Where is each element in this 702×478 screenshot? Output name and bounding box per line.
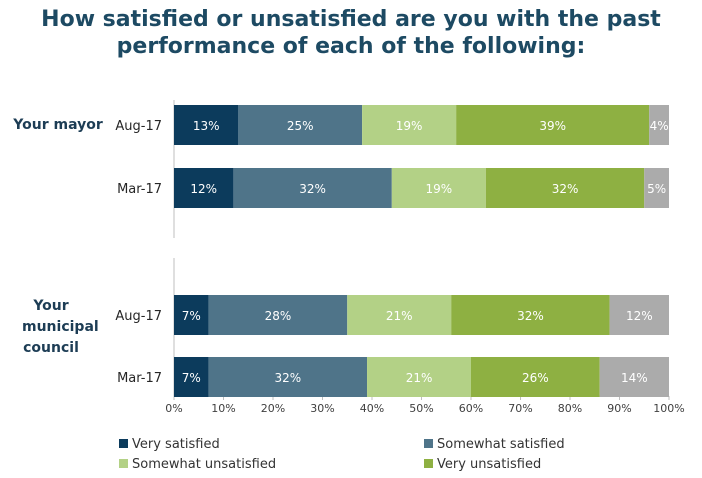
bar-segment-very-unsatisfied [485, 168, 645, 208]
legend-label-very-unsatisfied: Very unsatisfied [437, 457, 542, 472]
data-label: 39% [539, 119, 566, 133]
x-tick-label: 60% [459, 402, 483, 415]
x-tick-label: 20% [261, 402, 285, 415]
bar-segment-somewhat-unsatisfied [362, 105, 457, 145]
bar-segment-remainder [644, 168, 669, 208]
x-tick-label: 0% [165, 402, 182, 415]
legend-label-somewhat-satisfied: Somewhat satisfied [437, 437, 565, 452]
bar-segment-somewhat-unsatisfied [367, 357, 471, 397]
x-tick-label: 90% [607, 402, 631, 415]
x-tick-label: 100% [653, 402, 684, 415]
bar-segment-somewhat-satisfied [208, 357, 368, 397]
x-tick-label: 30% [310, 402, 334, 415]
chart-title: How satisfied or unsatisfied are you wit… [0, 6, 702, 60]
bar-segment-somewhat-satisfied [208, 295, 348, 335]
group-label-council: Your municipal council [22, 298, 99, 356]
legend-swatch-somewhat-satisfied [424, 439, 433, 448]
bar-segment-remainder [649, 105, 669, 145]
row-label: Aug-17 [115, 119, 162, 134]
bar-segment-somewhat-unsatisfied [347, 295, 452, 335]
group-label-mayor: Your mayor [13, 117, 103, 133]
chart-title-line-1: How satisfied or unsatisfied are you wit… [41, 7, 661, 32]
chart-title-line-2: performance of each of the following: [116, 34, 586, 59]
legend-swatch-very-unsatisfied [424, 459, 433, 468]
bar-segment-very-satisfied [174, 357, 209, 397]
data-label: 4% [650, 119, 669, 133]
data-label: 32% [299, 182, 326, 196]
bar-segment-somewhat-satisfied [238, 105, 363, 145]
data-label: 21% [386, 309, 413, 323]
legend-very-satisfied: Very satisfied [119, 437, 220, 452]
legend-label-very-satisfied: Very satisfied [132, 437, 220, 452]
data-label: 26% [522, 371, 549, 385]
bar-segment-remainder [609, 295, 669, 335]
legend-very-unsatisfied: Very unsatisfied [424, 457, 541, 472]
data-label: 32% [517, 309, 544, 323]
data-label: 7% [182, 309, 201, 323]
data-label: 19% [396, 119, 423, 133]
data-label: 13% [193, 119, 220, 133]
bar-segment-very-satisfied [174, 105, 239, 145]
legend-swatch-very-satisfied [119, 439, 128, 448]
x-tick-label: 40% [360, 402, 384, 415]
bar-segment-very-unsatisfied [451, 295, 610, 335]
row-label: Mar-17 [117, 371, 162, 386]
x-tick-label: 70% [508, 402, 532, 415]
data-label: 32% [275, 371, 302, 385]
bar-segment-somewhat-unsatisfied [391, 168, 486, 208]
bar-segment-very-unsatisfied [471, 357, 600, 397]
legend-somewhat-satisfied: Somewhat satisfied [424, 437, 565, 452]
data-label: 32% [552, 182, 579, 196]
row-label: Mar-17 [117, 182, 162, 197]
x-tick-label: 80% [558, 402, 582, 415]
legend-label-somewhat-unsatisfied: Somewhat unsatisfied [132, 457, 277, 472]
x-tick-label: 10% [211, 402, 235, 415]
legend-somewhat-unsatisfied: Somewhat unsatisfied [119, 457, 276, 472]
data-label: 12% [626, 309, 653, 323]
data-label: 25% [287, 119, 314, 133]
bar-segment-very-unsatisfied [456, 105, 650, 145]
legend-swatch-somewhat-unsatisfied [119, 459, 128, 468]
data-label: 21% [406, 371, 433, 385]
bar-segment-somewhat-satisfied [233, 168, 392, 208]
data-label: 28% [265, 309, 292, 323]
data-label: 14% [621, 371, 648, 385]
bar-segment-remainder [599, 357, 669, 397]
bar-segment-very-satisfied [174, 295, 209, 335]
row-label: Aug-17 [115, 309, 162, 324]
data-label: 5% [647, 182, 666, 196]
bar-segment-very-satisfied [174, 168, 234, 208]
x-tick-label: 50% [409, 402, 433, 415]
data-label: 7% [182, 371, 201, 385]
data-label: 19% [425, 182, 452, 196]
data-label: 12% [190, 182, 217, 196]
